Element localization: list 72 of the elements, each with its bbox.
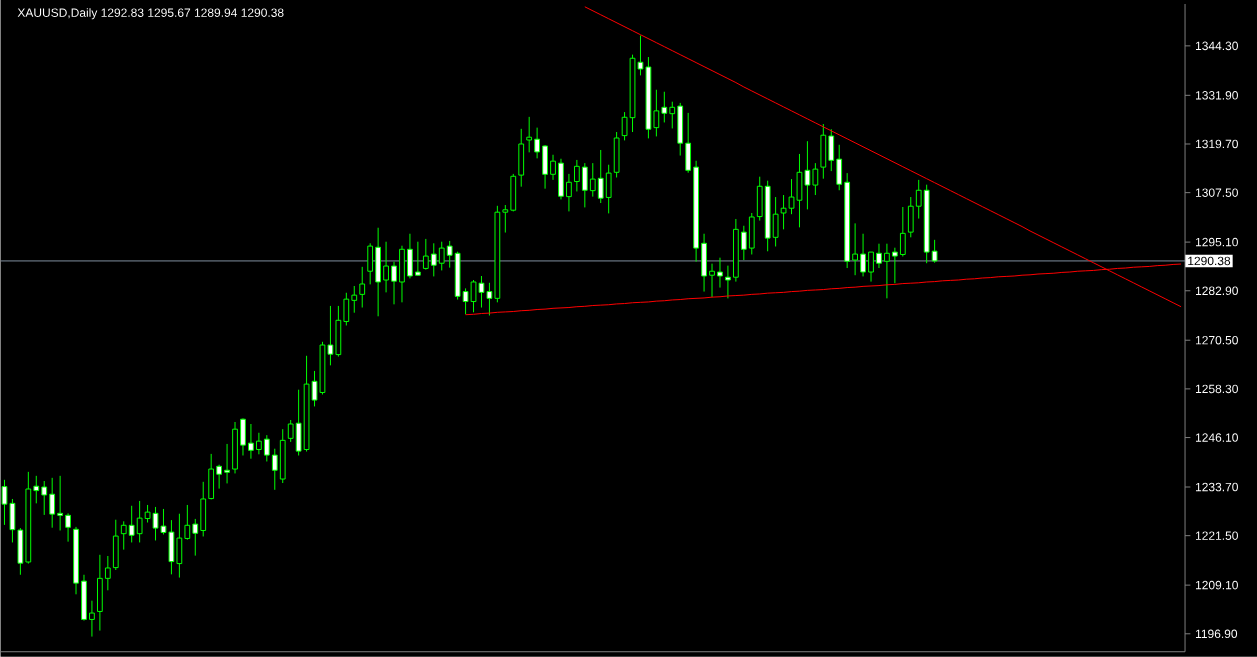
candlestick [502, 204, 509, 234]
candlestick [192, 518, 199, 557]
candlestick [414, 241, 421, 277]
candlestick [89, 600, 95, 638]
candlestick [780, 194, 787, 230]
y-tick-label: 1258.30 [1196, 384, 1238, 394]
y-tick-label: 1246.10 [1196, 433, 1238, 442]
candlestick [573, 159, 580, 193]
candlestick [860, 233, 866, 278]
candlestick [931, 239, 938, 264]
y-tick-label: 1196.90 [1196, 629, 1238, 639]
candlestick [263, 434, 270, 463]
candlestick [709, 263, 715, 298]
candlestick [224, 443, 230, 485]
y-tick-label: 1319.70 [1196, 139, 1238, 149]
candlestick [772, 196, 779, 248]
candlestick [104, 555, 111, 591]
candlestick [359, 266, 366, 309]
chart-title: XAUUSD,Daily 1292.83 1295.67 1289.94 1290.38 [17, 8, 284, 20]
candlestick [391, 261, 397, 305]
candlestick [661, 91, 668, 124]
candlestick [812, 162, 819, 196]
candlestick [248, 423, 254, 460]
candlestick [383, 241, 389, 293]
candlestick [422, 238, 429, 271]
candlestick [430, 242, 437, 278]
candlestick [899, 206, 906, 258]
candlestick [717, 257, 723, 289]
y-tick-label: 1331.90 [1196, 91, 1238, 100]
candlestick [589, 162, 596, 198]
candlestick [57, 475, 64, 532]
y-tick-label: 1344.30 [1196, 41, 1238, 51]
y-tick-label: 1209.10 [1196, 581, 1238, 590]
candlestick [136, 500, 143, 544]
candlestick [550, 154, 556, 181]
candlestick [868, 251, 874, 283]
candlestick [852, 222, 858, 276]
candlestick [740, 225, 747, 261]
candlestick [876, 243, 882, 269]
candlestick [271, 448, 278, 491]
candlestick [41, 480, 48, 516]
candlestick [438, 241, 445, 272]
candlestick [120, 520, 127, 551]
candlestick [669, 101, 676, 130]
candlestick [891, 247, 898, 284]
y-tick-label: 1233.70 [1196, 482, 1238, 492]
candlestick [128, 505, 135, 544]
candlestick [287, 419, 294, 443]
candlestick [566, 173, 572, 213]
y-tick-label: 1295.10 [1196, 237, 1238, 247]
candlestick [915, 179, 922, 220]
y-tick-label: 1270.50 [1196, 336, 1238, 345]
candlestick [534, 127, 541, 159]
candlestick [884, 243, 890, 299]
candlestick [216, 464, 223, 490]
candlestick [526, 116, 533, 153]
candlestick [65, 512, 71, 543]
y-tick-label: 1221.50 [1196, 531, 1238, 541]
candlestick [581, 162, 588, 209]
candlestick [184, 504, 191, 541]
candlestick [255, 432, 262, 455]
candlestick [351, 285, 358, 314]
candlestick [33, 475, 40, 504]
candlestick [343, 292, 350, 327]
y-tick-label: 1282.90 [1196, 286, 1238, 296]
ref-line-label: 1290.38 [1188, 256, 1231, 266]
candlestick [597, 149, 604, 204]
y-tick-label: 1307.50 [1196, 188, 1238, 198]
candlestick [446, 240, 453, 269]
candlestick [49, 477, 56, 529]
candlestick [653, 89, 660, 138]
candlestick [725, 265, 731, 299]
